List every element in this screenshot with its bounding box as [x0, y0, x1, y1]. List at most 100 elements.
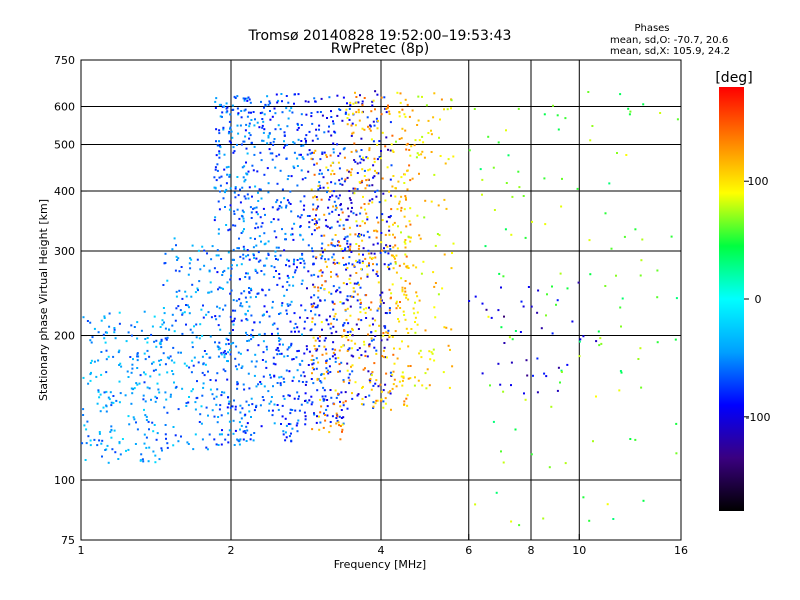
data-point	[357, 328, 360, 330]
data-point	[227, 267, 230, 270]
data-point	[269, 376, 272, 379]
data-point	[342, 256, 345, 259]
data-point	[342, 302, 345, 305]
data-point	[219, 328, 222, 331]
data-point	[90, 371, 92, 374]
data-point	[272, 385, 274, 388]
data-point	[254, 227, 257, 230]
data-point	[277, 218, 280, 221]
data-point	[196, 380, 198, 383]
data-point	[374, 335, 377, 337]
data-point	[176, 259, 179, 261]
data-point	[325, 362, 328, 364]
data-point	[449, 348, 451, 351]
data-point	[205, 353, 208, 355]
data-point	[366, 218, 369, 221]
data-point	[297, 93, 300, 96]
data-point	[346, 123, 349, 126]
data-point	[239, 428, 241, 431]
data-point	[299, 200, 302, 203]
data-point	[207, 311, 210, 314]
data-point	[371, 104, 374, 107]
data-point	[424, 199, 427, 202]
data-point	[473, 108, 476, 110]
y-tick-label: 750	[54, 54, 75, 67]
data-point	[588, 519, 591, 522]
data-point	[394, 261, 397, 263]
data-point	[357, 235, 359, 238]
data-point	[109, 391, 112, 394]
data-point	[107, 396, 110, 399]
data-point	[261, 118, 264, 120]
data-point	[344, 236, 347, 239]
data-point	[242, 438, 245, 441]
data-point	[336, 414, 339, 417]
data-point	[324, 419, 327, 422]
data-point	[550, 405, 553, 408]
data-point	[341, 428, 344, 431]
data-point	[406, 188, 409, 191]
data-point	[334, 208, 337, 211]
data-point	[193, 325, 195, 328]
data-point	[287, 304, 290, 307]
data-point	[359, 311, 362, 314]
data-point	[404, 98, 407, 101]
data-point	[383, 247, 385, 250]
data-point	[111, 448, 114, 451]
data-point	[406, 103, 409, 106]
data-point	[207, 414, 209, 417]
data-point	[332, 325, 335, 328]
data-point	[320, 247, 323, 250]
x-axis-ticks: 1 2 4 6 8 10 16	[78, 534, 688, 557]
data-point	[517, 170, 520, 173]
data-point	[368, 264, 370, 267]
data-point	[425, 104, 428, 107]
data-point	[481, 178, 484, 181]
data-point	[144, 373, 147, 376]
data-point	[315, 162, 318, 165]
data-point	[323, 345, 326, 348]
data-point	[130, 324, 133, 327]
data-point	[311, 122, 314, 125]
data-point	[286, 125, 289, 128]
data-point	[268, 402, 271, 405]
data-point	[324, 337, 327, 340]
data-point	[105, 371, 108, 374]
data-point	[258, 333, 261, 336]
data-point	[259, 188, 262, 191]
data-point	[340, 177, 343, 180]
data-point	[331, 256, 334, 259]
data-point	[320, 234, 323, 237]
data-point	[335, 422, 338, 425]
data-point	[130, 334, 133, 337]
data-point	[164, 363, 167, 366]
data-point	[192, 364, 195, 367]
data-point	[341, 119, 344, 122]
data-point	[388, 307, 391, 310]
data-point	[329, 196, 332, 198]
data-point	[403, 314, 406, 316]
data-point	[203, 264, 206, 267]
data-point	[304, 137, 307, 140]
data-point	[286, 258, 289, 261]
data-point	[370, 110, 373, 113]
data-point	[372, 176, 375, 179]
data-point	[210, 258, 213, 261]
data-point	[342, 227, 345, 230]
data-point	[228, 140, 231, 143]
data-point	[438, 136, 440, 139]
data-point	[127, 448, 130, 451]
data-point	[530, 453, 533, 456]
data-point	[346, 235, 349, 238]
data-point	[227, 251, 230, 254]
data-point	[202, 363, 205, 366]
data-point	[334, 360, 337, 363]
data-point	[319, 158, 322, 161]
data-point	[177, 257, 180, 260]
data-point	[386, 332, 389, 335]
data-point	[319, 253, 322, 256]
data-point	[443, 198, 446, 201]
data-point	[361, 239, 364, 242]
data-point	[304, 309, 307, 312]
data-point	[291, 233, 294, 236]
